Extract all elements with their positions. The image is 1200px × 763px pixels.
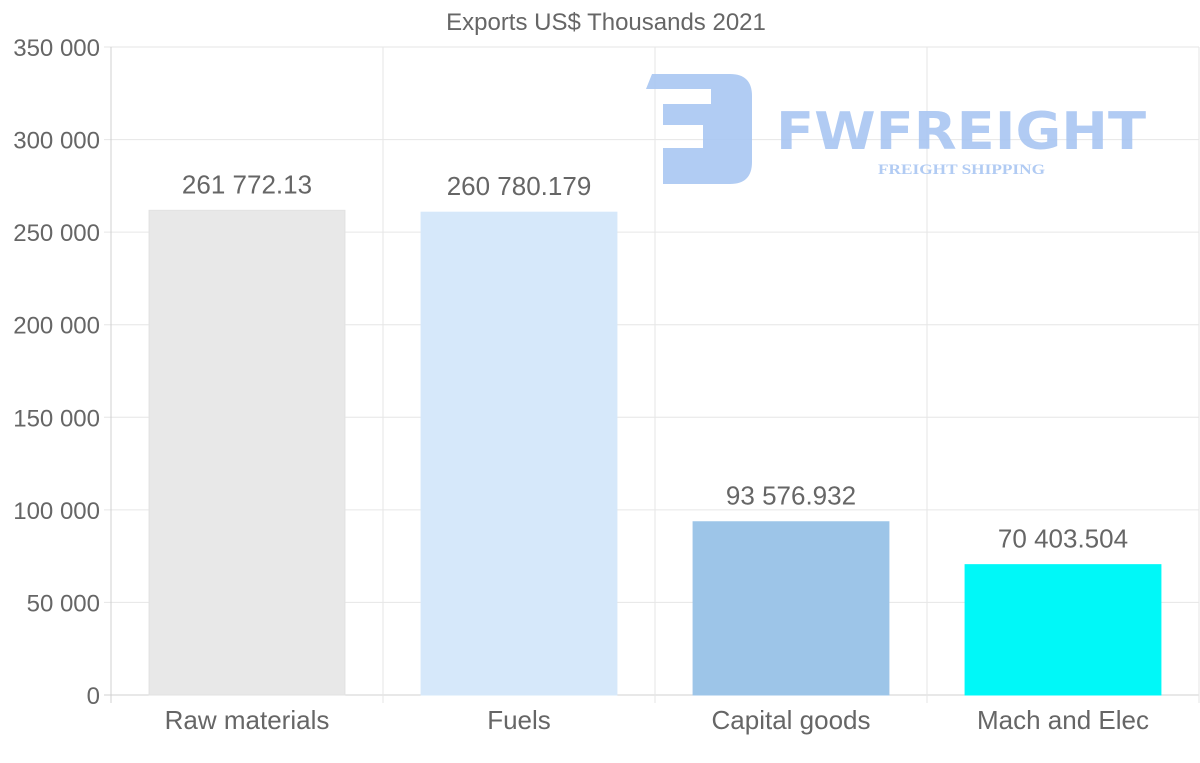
bar-fuels — [420, 211, 618, 696]
y-tick-label: 300 000 — [13, 128, 100, 155]
logo-brand-text: FWFREIGHT — [776, 102, 1147, 162]
y-tick-label: 350 000 — [13, 35, 100, 62]
bars — [148, 209, 1162, 696]
bar-capital-goods — [692, 521, 890, 696]
x-tick-label: Fuels — [487, 705, 551, 735]
x-tick-label: Capital goods — [712, 705, 871, 735]
bar-raw-materials — [148, 209, 346, 696]
labels: 0 50 000 100 000 150 000 200 000 250 000 300 0… — [13, 35, 1149, 735]
data-label: 70 403.504 — [998, 524, 1128, 554]
x-tick-label: Mach and Elec — [977, 705, 1149, 735]
chart-title: Exports US$ Thousands 2021 — [446, 9, 766, 36]
logo-mark-icon — [646, 74, 752, 184]
y-tick-label: 50 000 — [27, 590, 100, 617]
data-label: 260 780.179 — [447, 171, 592, 201]
y-tick-label: 0 — [87, 683, 100, 710]
data-label: 93 576.932 — [726, 481, 856, 511]
x-tick-label: Raw materials — [165, 705, 330, 735]
logo-tagline-text: FREIGHT SHIPPING — [878, 162, 1045, 178]
y-tick-label: 100 000 — [13, 498, 100, 525]
y-tick-label: 150 000 — [13, 405, 100, 432]
y-tick-label: 250 000 — [13, 220, 100, 247]
data-label: 261 772.13 — [182, 169, 312, 199]
y-tick-label: 200 000 — [13, 313, 100, 340]
bar-mach-and-elec — [964, 564, 1162, 696]
fwfreight-watermark-logo: FWFREIGHT FREIGHT SHIPPING — [646, 74, 1147, 184]
